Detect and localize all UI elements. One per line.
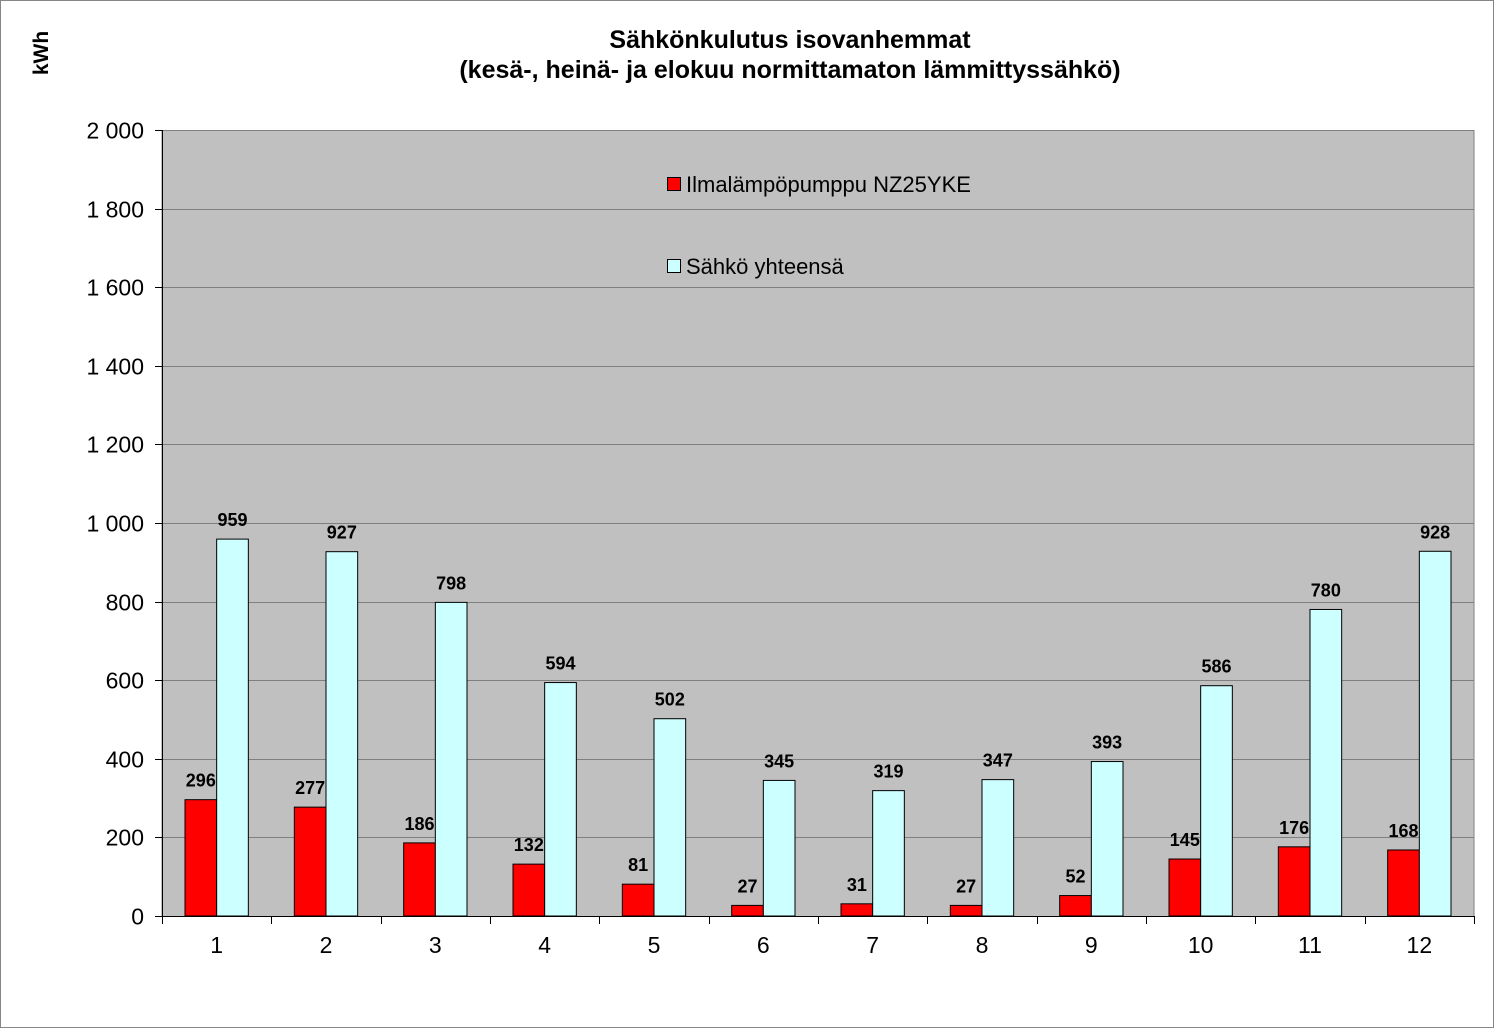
- heat-pump-value-label: 27: [956, 876, 976, 896]
- total-electricity-value-label: 393: [1092, 733, 1122, 753]
- y-tick-label: 200: [106, 825, 144, 851]
- x-tick-label: 11: [1298, 932, 1322, 958]
- heat-pump-bar: [1059, 895, 1092, 917]
- legend-label-heat-pump: Ilmalämpöpumppu NZ25YKE: [686, 172, 971, 197]
- heat-pump-value-label: 296: [186, 771, 216, 791]
- total-electricity-value-label: 798: [436, 573, 466, 593]
- legend-swatch-total-electricity: [667, 259, 681, 273]
- x-tick-label: 7: [866, 932, 879, 958]
- y-axis-title: kWh: [30, 31, 53, 75]
- x-tick-label: 5: [648, 932, 661, 958]
- total-electricity-value-label: 586: [1201, 657, 1231, 677]
- total-electricity-bar: [872, 790, 905, 917]
- total-electricity-bar: [544, 682, 577, 917]
- total-electricity-bar: [434, 601, 468, 917]
- x-tick-label: 10: [1188, 932, 1214, 958]
- y-tick-label: 400: [106, 747, 144, 773]
- x-tick-label: 1: [210, 932, 223, 958]
- x-tick-label: 3: [429, 932, 442, 958]
- chart-subtitle: (kesä-, heinä- ja elokuu normittamaton l…: [459, 56, 1120, 84]
- total-electricity-value-label: 780: [1311, 580, 1341, 600]
- chart-title: Sähkönkulutus isovanhemmat: [609, 26, 971, 54]
- x-tick-label: 2: [320, 932, 333, 958]
- heat-pump-value-label: 186: [404, 814, 434, 834]
- total-electricity-bar: [325, 551, 359, 917]
- heat-pump-value-label: 52: [1065, 867, 1085, 887]
- legend-label-total-electricity: Sähkö yhteensä: [686, 254, 845, 279]
- total-electricity-bar: [216, 538, 249, 917]
- plot-area-group: 0 200 400 600 800 1 000 1 200 1 400 1 600 1 800 2 …: [86, 118, 1475, 958]
- legend: Ilmalämpöpumppu NZ25YKE Sähkö yhteensä: [667, 172, 971, 279]
- heat-pump-bar: [840, 903, 874, 917]
- heat-pump-bar: [1387, 849, 1420, 917]
- heat-pump-value-label: 176: [1279, 818, 1309, 838]
- heat-pump-bar: [184, 799, 218, 917]
- y-tick-label: 600: [106, 668, 144, 694]
- heat-pump-bar: [621, 883, 655, 917]
- x-tick-label: 9: [1085, 932, 1098, 958]
- total-electricity-bar: [1309, 608, 1343, 917]
- y-tick-label: 1 000: [86, 511, 144, 537]
- legend-swatch-heat-pump: [667, 177, 681, 191]
- heat-pump-bar: [1277, 846, 1311, 917]
- total-electricity-bar: [981, 779, 1015, 917]
- total-electricity-value-label: 502: [655, 690, 685, 710]
- x-tick-label: 4: [538, 932, 551, 958]
- total-electricity-value-label: 347: [983, 751, 1013, 771]
- y-tick-label: 1 400: [86, 354, 144, 380]
- y-tick-label: 1 800: [86, 197, 144, 223]
- heat-pump-value-label: 81: [628, 855, 648, 875]
- heat-pump-value-label: 145: [1170, 830, 1200, 850]
- total-electricity-bar: [1200, 685, 1233, 917]
- x-tick-label: 6: [757, 932, 770, 958]
- total-electricity-bar: [762, 779, 796, 917]
- heat-pump-bar: [731, 904, 764, 917]
- heat-pump-bar: [949, 904, 983, 917]
- total-electricity-value-label: 927: [327, 523, 357, 543]
- y-tick-label: 800: [106, 590, 144, 616]
- total-electricity-value-label: 319: [873, 762, 903, 782]
- heat-pump-bar: [1168, 858, 1202, 917]
- y-tick-label: 0: [131, 904, 144, 930]
- y-tick-label: 2 000: [86, 118, 144, 144]
- y-tick-label: 1 600: [86, 275, 144, 301]
- heat-pump-bar: [403, 842, 436, 917]
- x-tick-label: 8: [976, 932, 989, 958]
- total-electricity-value-label: 345: [764, 751, 794, 771]
- total-electricity-bar: [1418, 550, 1452, 917]
- heat-pump-value-label: 27: [737, 876, 757, 896]
- heat-pump-bar: [293, 806, 327, 917]
- total-electricity-value-label: 959: [217, 510, 247, 530]
- x-tick-label: 12: [1407, 932, 1433, 958]
- total-electricity-value-label: 594: [545, 654, 575, 674]
- total-electricity-bar: [653, 718, 687, 917]
- total-electricity-bar: [1090, 761, 1124, 917]
- heat-pump-value-label: 132: [514, 835, 544, 855]
- heat-pump-value-label: 277: [295, 778, 325, 798]
- heat-pump-value-label: 168: [1388, 821, 1418, 841]
- heat-pump-bar: [512, 863, 546, 917]
- heat-pump-value-label: 31: [847, 875, 867, 895]
- total-electricity-value-label: 928: [1420, 522, 1450, 542]
- y-tick-label: 1 200: [86, 432, 144, 458]
